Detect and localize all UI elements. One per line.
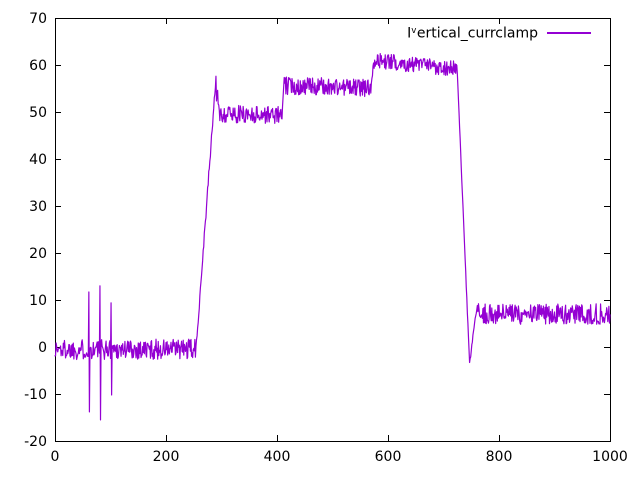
y-tick-label: 0 xyxy=(38,340,47,356)
y-tick-label: 70 xyxy=(29,11,47,27)
x-tick-label: 400 xyxy=(264,449,291,465)
y-tick-label: 50 xyxy=(29,105,47,121)
y-tick-label: 20 xyxy=(29,246,47,262)
y-tick-label: 60 xyxy=(29,58,47,74)
x-tick-label: 1000 xyxy=(592,449,628,465)
x-tick-label: 200 xyxy=(153,449,180,465)
y-tick-label: -10 xyxy=(24,387,47,403)
y-tick-label: 10 xyxy=(29,293,47,309)
axis-box xyxy=(55,18,611,442)
legend: Ivertical_currclamp xyxy=(407,23,591,42)
x-tick-label: 0 xyxy=(51,449,60,465)
series-line-vertical-currclamp xyxy=(54,52,611,421)
y-tick-label: -20 xyxy=(24,434,47,450)
y-tick-label: 40 xyxy=(29,152,47,168)
x-tick-label: 800 xyxy=(486,449,513,465)
legend-line-sample xyxy=(547,31,591,34)
legend-label-rest: ertical_currclamp xyxy=(416,25,538,42)
x-tick-label: 600 xyxy=(375,449,402,465)
legend-label: Ivertical_currclamp xyxy=(407,23,538,42)
y-tick-label: 30 xyxy=(29,199,47,215)
legend-label-prefix: I xyxy=(407,25,412,42)
legend-label-superscript: v xyxy=(411,26,417,36)
